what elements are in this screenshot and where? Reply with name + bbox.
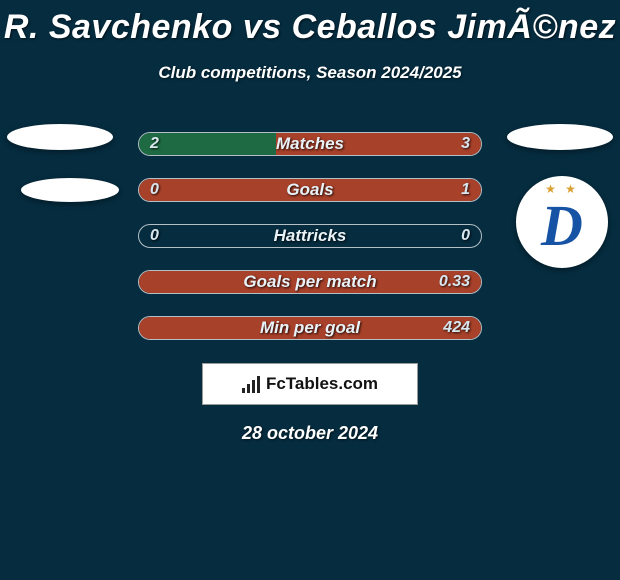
stat-label: Matches [0, 132, 620, 156]
stat-label: Goals per match [0, 270, 620, 294]
stat-row: 00Hattricks [0, 213, 620, 259]
stat-label: Hattricks [0, 224, 620, 248]
stat-row: 424Min per goal [0, 305, 620, 351]
stat-row: 01Goals [0, 167, 620, 213]
stat-row: 0.33Goals per match [0, 259, 620, 305]
page-date: 28 october 2024 [0, 423, 620, 444]
stats-rows: 23Matches01Goals00Hattricks0.33Goals per… [0, 121, 620, 351]
page-subtitle: Club competitions, Season 2024/2025 [0, 63, 620, 83]
brand-box[interactable]: FcTables.com [202, 363, 418, 405]
brand-bars-icon [242, 375, 260, 393]
brand-text: FcTables.com [266, 374, 378, 394]
stat-row: 23Matches [0, 121, 620, 167]
page-title: R. Savchenko vs Ceballos JimÃ©nez [0, 0, 620, 47]
stat-label: Min per goal [0, 316, 620, 340]
stat-label: Goals [0, 178, 620, 202]
